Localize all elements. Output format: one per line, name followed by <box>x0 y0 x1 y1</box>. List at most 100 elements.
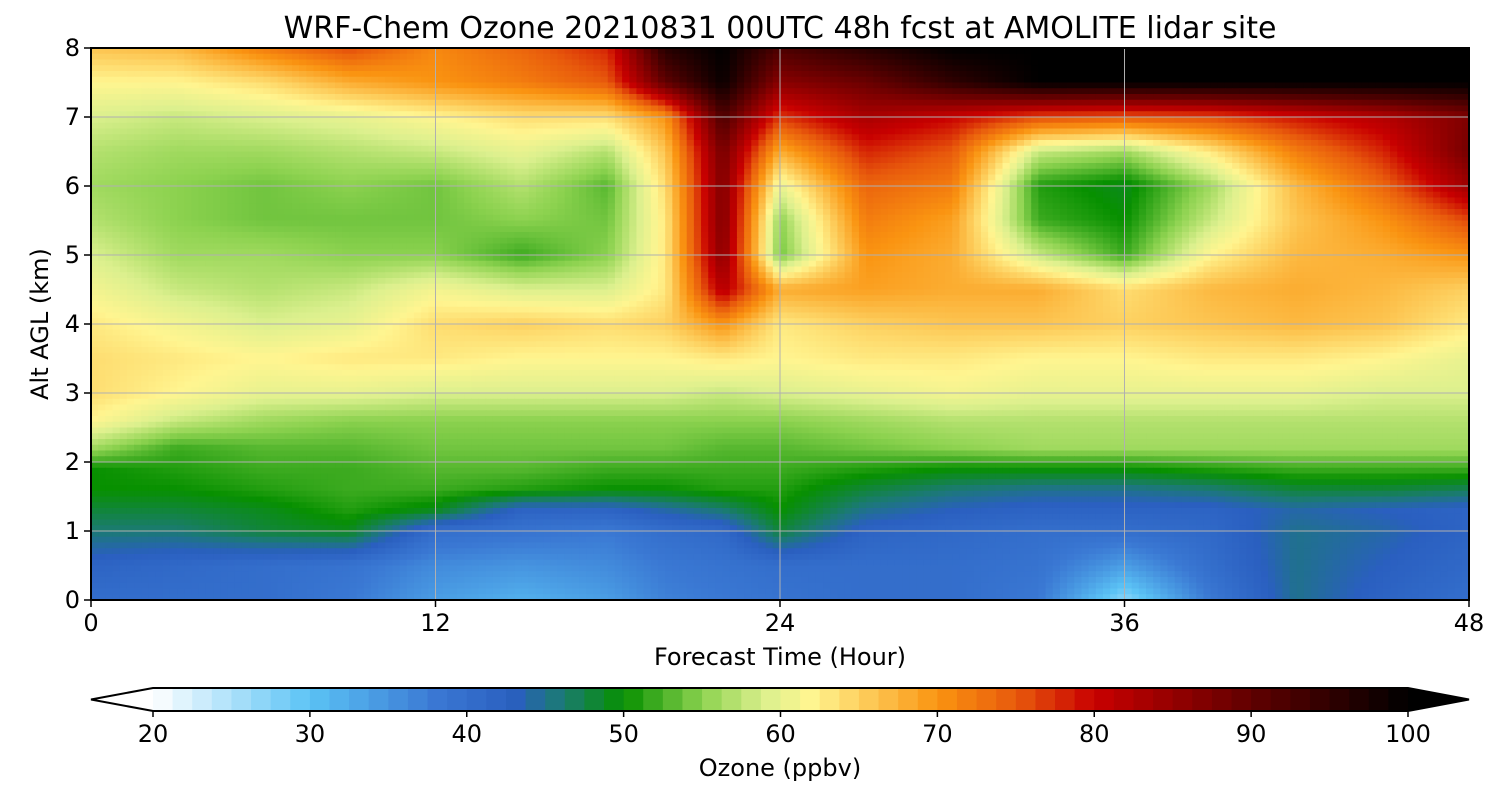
heatmap-cell <box>277 145 286 153</box>
heatmap-cell <box>643 71 652 78</box>
heatmap-cell <box>406 71 415 78</box>
heatmap-cell <box>1052 191 1061 199</box>
heatmap-cell <box>830 151 839 158</box>
heatmap-cell <box>701 59 709 66</box>
heatmap-cell <box>335 151 343 158</box>
heatmap-cell <box>887 59 896 66</box>
heatmap-cell <box>758 163 767 170</box>
heatmap-cell <box>485 157 494 164</box>
heatmap-cell <box>923 71 932 78</box>
heatmap-cell <box>1275 145 1283 153</box>
heatmap-cell <box>363 59 372 66</box>
heatmap-cell <box>435 174 444 181</box>
heatmap-cell <box>1253 180 1262 187</box>
heatmap-cell <box>564 140 573 147</box>
heatmap-cell <box>1253 71 1262 78</box>
heatmap-cell <box>1146 88 1154 95</box>
heatmap-cell <box>1418 105 1427 112</box>
heatmap-cell <box>866 82 874 89</box>
heatmap-cell <box>1239 76 1248 84</box>
heatmap-cell <box>363 105 372 112</box>
heatmap-cell <box>672 82 681 89</box>
heatmap-cell <box>306 82 315 89</box>
heatmap-cell <box>765 134 774 141</box>
heatmap-cell <box>162 191 171 199</box>
heatmap-cell <box>313 105 322 112</box>
heatmap-cell <box>457 88 465 95</box>
heatmap-cell <box>844 191 853 199</box>
heatmap-cell <box>629 163 638 170</box>
heatmap-cell <box>1440 163 1449 170</box>
heatmap-cell <box>1203 65 1212 72</box>
heatmap-cell <box>363 88 372 95</box>
heatmap-cell <box>937 157 946 164</box>
heatmap-cell <box>169 65 178 72</box>
heatmap-cell <box>457 59 465 66</box>
heatmap-cell <box>1124 48 1133 55</box>
heatmap-cell <box>370 151 379 158</box>
heatmap-cell <box>1433 128 1441 135</box>
heatmap-cell <box>1282 59 1291 66</box>
heatmap-cell <box>148 122 157 130</box>
heatmap-cell <box>277 163 286 170</box>
heatmap-cell <box>349 94 358 101</box>
heatmap-cell <box>1052 134 1061 141</box>
heatmap-cell <box>657 117 666 124</box>
heatmap-cell <box>1318 157 1327 164</box>
heatmap-cell <box>1016 99 1025 107</box>
heatmap-cell <box>564 48 573 55</box>
heatmap-cell <box>241 122 250 130</box>
heatmap-cell <box>435 59 444 66</box>
heatmap-cell <box>758 140 767 147</box>
heatmap-cell <box>1425 59 1434 66</box>
heatmap-cell <box>1411 59 1420 66</box>
heatmap-cell <box>220 122 228 130</box>
heatmap-cell <box>550 191 559 199</box>
heatmap-cell <box>636 157 645 164</box>
heatmap-cell <box>686 186 695 193</box>
heatmap-cell <box>794 105 803 112</box>
heatmap-cell <box>169 168 178 176</box>
heatmap-cell <box>1088 122 1097 130</box>
heatmap-cell <box>98 48 106 55</box>
heatmap-cell <box>1174 163 1183 170</box>
heatmap-cell <box>1375 151 1384 158</box>
heatmap-cell <box>686 65 695 72</box>
heatmap-cell <box>708 163 717 170</box>
heatmap-cell <box>1167 180 1176 187</box>
heatmap-cell <box>909 71 917 78</box>
heatmap-cell <box>148 71 157 78</box>
heatmap-cell <box>952 128 961 135</box>
heatmap-cell <box>1425 180 1434 187</box>
heatmap-cell <box>607 88 616 95</box>
heatmap-cell <box>571 111 580 118</box>
heatmap-cell <box>1059 82 1068 89</box>
heatmap-cell <box>1375 48 1384 55</box>
heatmap-cell <box>291 163 300 170</box>
heatmap-cell <box>1102 163 1111 170</box>
heatmap-cell <box>772 128 781 135</box>
heatmap-cell <box>672 163 681 170</box>
heatmap-cell <box>148 180 157 187</box>
heatmap-cell <box>1418 128 1427 135</box>
heatmap-cell <box>1346 145 1355 153</box>
heatmap-cell <box>435 82 444 89</box>
heatmap-cell <box>1411 117 1420 124</box>
heatmap-cell <box>1325 94 1334 101</box>
heatmap-cell <box>284 122 293 130</box>
heatmap-cell <box>256 65 264 72</box>
heatmap-cell <box>306 53 315 61</box>
heatmap-cell <box>564 180 573 187</box>
heatmap-cell <box>772 59 781 66</box>
heatmap-cell <box>1289 140 1298 147</box>
heatmap-cell <box>765 71 774 78</box>
heatmap-cell <box>327 186 336 193</box>
heatmap-cell <box>535 145 544 153</box>
heatmap-cell <box>729 174 738 181</box>
heatmap-cell <box>205 180 214 187</box>
heatmap-cell <box>679 186 688 193</box>
heatmap-cell <box>1002 111 1011 118</box>
heatmap-cell <box>686 145 695 153</box>
heatmap-cell <box>715 180 724 187</box>
heatmap-cell <box>1124 111 1133 118</box>
